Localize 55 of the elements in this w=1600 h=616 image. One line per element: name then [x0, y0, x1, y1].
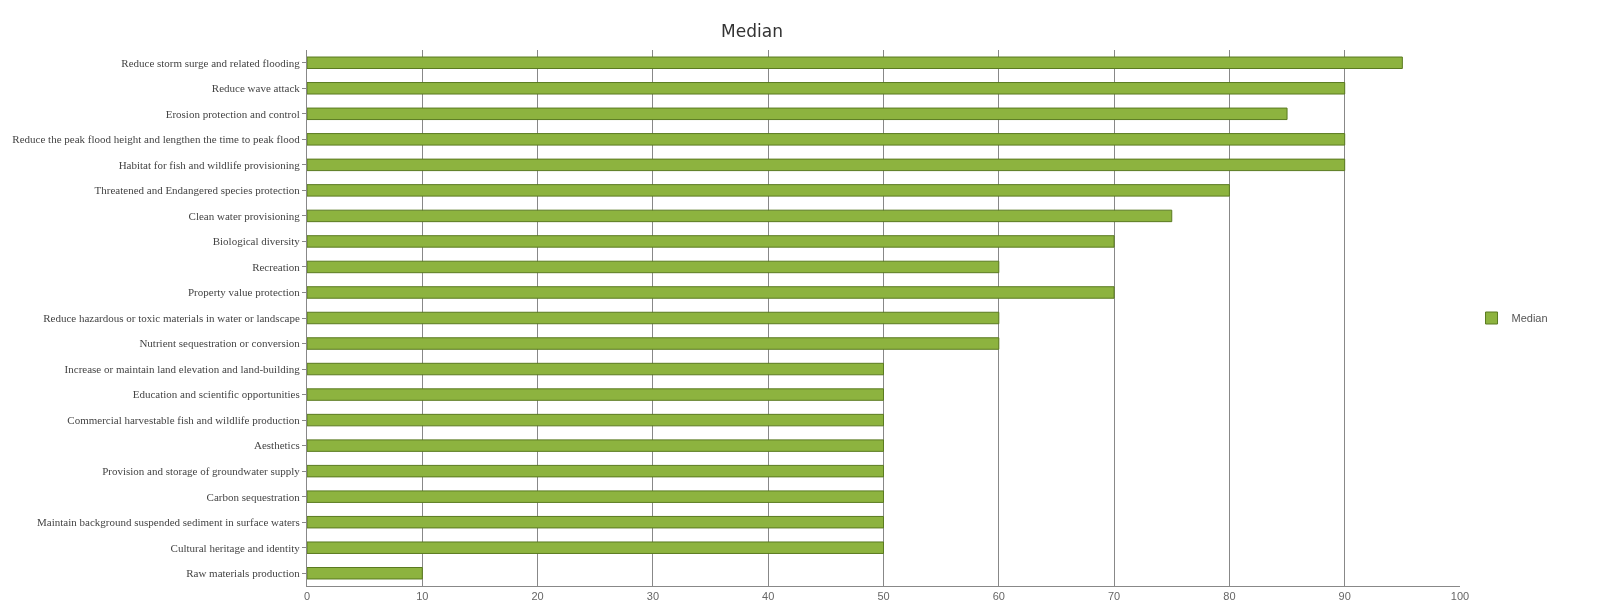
x-tick-label: 20 [531, 590, 544, 603]
x-tick-label: 90 [1338, 590, 1351, 603]
x-tick-label: 10 [416, 590, 429, 603]
x-tick-label: 50 [877, 590, 890, 603]
bar [307, 567, 423, 580]
y-tick-label: Provision and storage of groundwater supply [102, 464, 301, 477]
bar [307, 541, 884, 554]
bar [307, 362, 884, 376]
x-tick-label: 80 [1223, 590, 1236, 603]
x-tick-label: 30 [646, 590, 660, 603]
bar [307, 439, 884, 452]
bar [307, 413, 884, 427]
y-tick-label: Property value protection [187, 286, 301, 299]
y-tick-label: Cultural heritage and identity [170, 541, 301, 554]
bar [307, 184, 1230, 197]
y-tick-label: Erosion protection and control [165, 107, 300, 120]
bar [307, 388, 884, 401]
y-tick-label: Nutrient sequestration or conversion [139, 337, 301, 350]
bar [307, 260, 1000, 274]
y-tick-label: Habitat for fish and wildlife provisioning [118, 158, 301, 171]
y-tick-label: Carbon sequestration [206, 490, 301, 503]
x-tick-label: 100 [1450, 590, 1470, 603]
y-tick-label: Reduce the peak flood height and lengthen the time to peak flood [12, 133, 301, 146]
y-tick-label: Commercial harvestable fish and wildlife production [67, 413, 301, 426]
bar [307, 337, 1000, 350]
bar [307, 107, 1288, 121]
y-tick-label: Recreation [252, 260, 301, 273]
x-tick-label: 0 [303, 590, 311, 603]
y-tick-label: Threatened and Endangered species protection [94, 184, 301, 197]
bar [307, 515, 884, 529]
legend-label: Median [1511, 312, 1548, 325]
bar [307, 82, 1346, 95]
y-tick-label: Increase or maintain land elevation and land-building [64, 362, 301, 375]
bar [307, 464, 884, 478]
y-tick-label: Reduce hazardous or toxic materials in water or landscape [43, 311, 300, 324]
y-tick-label: Biological diversity [212, 235, 301, 248]
bar [307, 209, 1173, 223]
y-tick-label: Reduce storm surge and related flooding [121, 56, 301, 69]
x-tick-label: 60 [992, 590, 1005, 603]
bar [307, 133, 1346, 146]
y-tick-label: Maintain background suspended sediment in surface waters [37, 516, 300, 529]
chart-title: Median [721, 20, 783, 41]
bar [307, 235, 1115, 248]
y-tick-label: Reduce wave attack [211, 82, 301, 95]
x-tick-label: 70 [1107, 590, 1121, 603]
x-tick-label: 40 [762, 590, 775, 603]
bar [307, 311, 1000, 325]
y-tick-label: Education and scientific opportunities [132, 388, 300, 401]
bar [307, 286, 1115, 299]
bar [307, 158, 1346, 172]
bar [307, 490, 884, 503]
bar [307, 56, 1403, 69]
y-tick-label: Aesthetics [253, 439, 300, 452]
y-tick-label: Raw materials production [186, 567, 301, 580]
y-tick-label: Clean water provisioning [188, 209, 301, 222]
